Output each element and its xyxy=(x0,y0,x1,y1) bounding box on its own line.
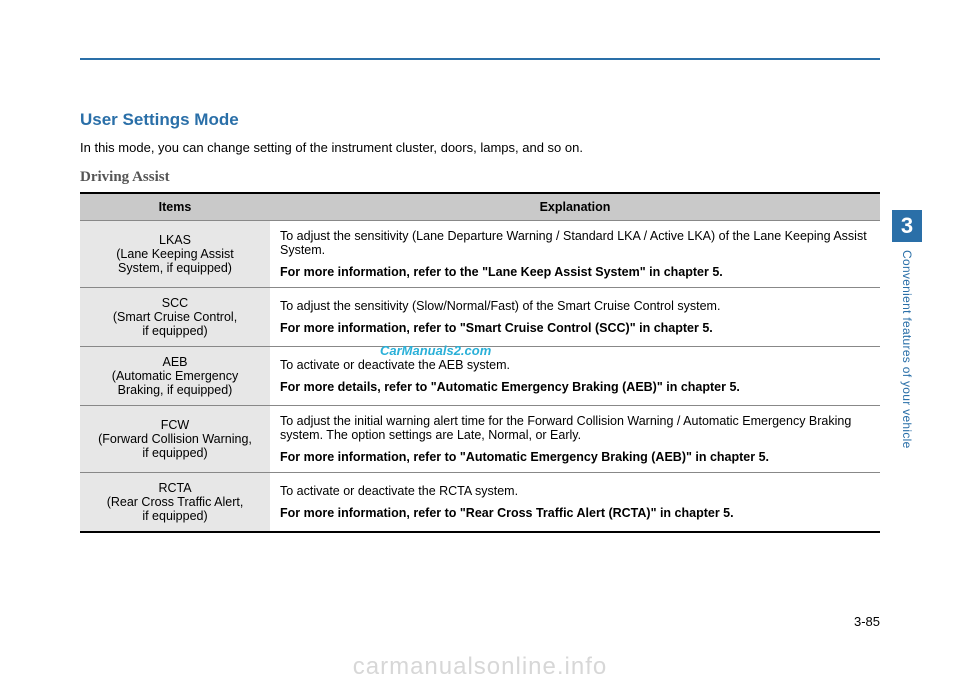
explanation-ref: For more information, refer to "Smart Cr… xyxy=(280,321,870,335)
item-full: (Forward Collision Warning,if equipped) xyxy=(90,432,260,460)
explanation-ref: For more details, refer to "Automatic Em… xyxy=(280,380,870,394)
table-row: RCTA(Rear Cross Traffic Alert,if equippe… xyxy=(80,473,880,533)
section-title: User Settings Mode xyxy=(80,110,880,130)
item-abbr: AEB xyxy=(90,355,260,369)
item-cell: LKAS(Lane Keeping AssistSystem, if equip… xyxy=(80,221,270,288)
item-abbr: LKAS xyxy=(90,233,260,247)
item-full: (Lane Keeping AssistSystem, if equipped) xyxy=(90,247,260,275)
explanation-desc: To adjust the sensitivity (Slow/Normal/F… xyxy=(280,299,870,313)
table-header-row: Items Explanation xyxy=(80,193,880,221)
page-number: 3-85 xyxy=(854,614,880,629)
item-cell: AEB(Automatic EmergencyBraking, if equip… xyxy=(80,347,270,406)
explanation-cell: To adjust the initial warning alert time… xyxy=(270,406,880,473)
explanation-desc: To adjust the initial warning alert time… xyxy=(280,414,870,442)
explanation-cell: To activate or deactivate the RCTA syste… xyxy=(270,473,880,533)
explanation-ref: For more information, refer to the "Lane… xyxy=(280,265,870,279)
header-explanation: Explanation xyxy=(270,193,880,221)
table-body: LKAS(Lane Keeping AssistSystem, if equip… xyxy=(80,221,880,533)
watermark-big: carmanualsonline.info xyxy=(0,653,960,681)
driving-assist-table: Items Explanation LKAS(Lane Keeping Assi… xyxy=(80,192,880,533)
table-row: LKAS(Lane Keeping AssistSystem, if equip… xyxy=(80,221,880,288)
header-items: Items xyxy=(80,193,270,221)
explanation-desc: To adjust the sensitivity (Lane Departur… xyxy=(280,229,870,257)
table-row: AEB(Automatic EmergencyBraking, if equip… xyxy=(80,347,880,406)
item-full: (Rear Cross Traffic Alert,if equipped) xyxy=(90,495,260,523)
item-full: (Automatic EmergencyBraking, if equipped… xyxy=(90,369,260,397)
chapter-label: Convenient features of your vehicle xyxy=(900,250,914,449)
explanation-cell: To adjust the sensitivity (Lane Departur… xyxy=(270,221,880,288)
explanation-cell: To activate or deactivate the AEB system… xyxy=(270,347,880,406)
manual-page: User Settings Mode In this mode, you can… xyxy=(0,0,960,689)
item-full: (Smart Cruise Control,if equipped) xyxy=(90,310,260,338)
side-tab: 3 Convenient features of your vehicle xyxy=(892,210,922,449)
table-row: SCC(Smart Cruise Control,if equipped) To … xyxy=(80,288,880,347)
explanation-cell: To adjust the sensitivity (Slow/Normal/F… xyxy=(270,288,880,347)
explanation-ref: For more information, refer to "Rear Cro… xyxy=(280,506,870,520)
item-abbr: FCW xyxy=(90,418,260,432)
table-subhead: Driving Assist xyxy=(80,169,880,186)
item-cell: SCC(Smart Cruise Control,if equipped) xyxy=(80,288,270,347)
page-content: User Settings Mode In this mode, you can… xyxy=(80,110,880,533)
chapter-number: 3 xyxy=(892,210,922,242)
item-abbr: RCTA xyxy=(90,481,260,495)
explanation-desc: To activate or deactivate the RCTA syste… xyxy=(280,484,870,498)
intro-text: In this mode, you can change setting of … xyxy=(80,140,880,155)
item-cell: FCW(Forward Collision Warning,if equippe… xyxy=(80,406,270,473)
table-row: FCW(Forward Collision Warning,if equippe… xyxy=(80,406,880,473)
explanation-desc: To activate or deactivate the AEB system… xyxy=(280,358,870,372)
top-rule xyxy=(80,58,880,60)
item-cell: RCTA(Rear Cross Traffic Alert,if equippe… xyxy=(80,473,270,533)
item-abbr: SCC xyxy=(90,296,260,310)
explanation-ref: For more information, refer to "Automati… xyxy=(280,450,870,464)
